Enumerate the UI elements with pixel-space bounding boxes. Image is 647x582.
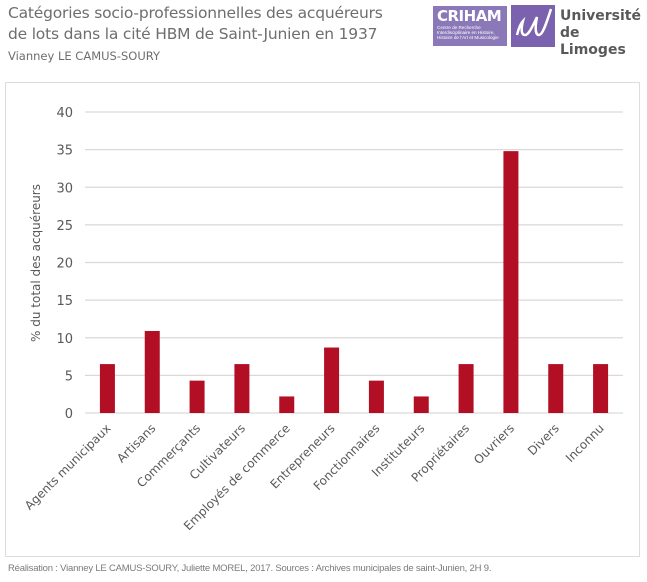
university-logo-line-1: Université (560, 8, 641, 24)
x-tick-labels: Agents municipaux ArtisansCommerçantsCult… (22, 421, 607, 533)
bar (234, 364, 250, 413)
y-axis-label: % du total des acquéreurs (29, 184, 43, 342)
university-monogram-logo (511, 5, 555, 47)
y-tick-label: 35 (56, 144, 73, 159)
bar (368, 380, 384, 413)
y-tick-label: 20 (56, 257, 73, 272)
chart-frame (5, 82, 640, 557)
bar (458, 364, 474, 413)
y-tick-label: 10 (56, 332, 73, 347)
chart-title-line-1: Catégories socio-professionnelles des ac… (8, 4, 383, 22)
bar (99, 364, 115, 413)
y-tick-label: 30 (56, 181, 73, 196)
y-tick-label: 5 (65, 369, 73, 384)
university-logo-text: Université de Limoges (560, 8, 647, 59)
bar (548, 364, 564, 413)
x-tick-label: Agents municipaux (22, 421, 114, 513)
criham-logo-subtitle: Centre de Recherche Interdisciplinaire e… (437, 25, 499, 40)
y-tick-label: 0 (65, 407, 73, 422)
x-tick-label: Divers (525, 421, 562, 458)
criham-logo: CRIHAM Centre de Recherche Interdiscipli… (433, 6, 507, 46)
gridlines (85, 111, 623, 414)
university-logo-line-2: de Limoges (560, 25, 626, 58)
x-tick-label: Artisans (114, 421, 158, 465)
bar (324, 347, 340, 413)
author: Vianney LE CAMUS-SOURY (8, 49, 161, 63)
bars (99, 151, 609, 413)
bar (189, 380, 205, 413)
chart-title-line-2: de lots dans la cité HBM de Saint-Junien… (8, 25, 378, 43)
bar (413, 396, 429, 413)
y-tick-label: 15 (56, 294, 73, 309)
bar (144, 330, 160, 413)
bar (593, 364, 609, 413)
y-tick-label: 40 (56, 106, 73, 121)
x-tick-label: Inconnu (563, 421, 607, 465)
bar (279, 396, 295, 413)
criham-logo-name: CRIHAM (437, 7, 502, 25)
bar (503, 151, 519, 413)
footer-credits: Réalisation : Vianney LE CAMUS-SOURY, Ju… (8, 563, 492, 574)
ul-monogram-icon (515, 8, 553, 37)
y-tick-labels: 0 5 10 15 20 25 30 35 40 (56, 106, 73, 422)
y-tick-label: 25 (56, 219, 73, 234)
chart-title: Catégories socio-professionnelles des ac… (8, 3, 383, 45)
x-tick-label: Ouvriers (471, 421, 517, 467)
